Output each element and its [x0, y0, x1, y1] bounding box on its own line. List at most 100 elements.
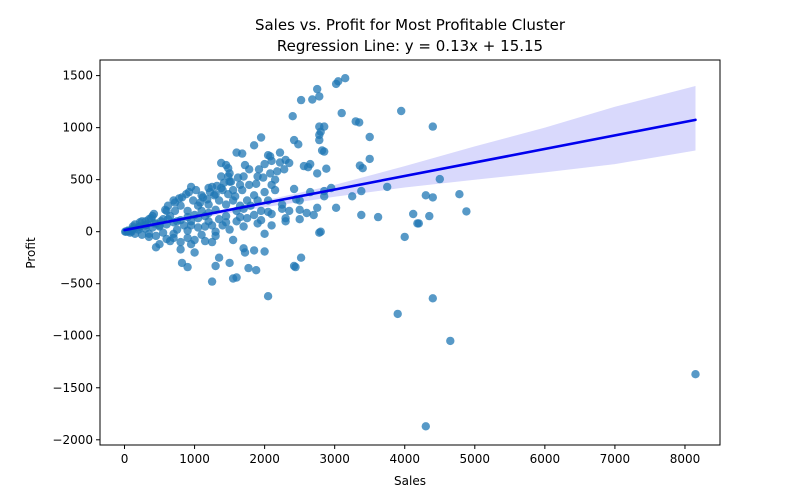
scatter-point: [263, 292, 273, 301]
scatter-point: [249, 141, 259, 150]
scatter-point: [256, 206, 266, 216]
regression-line-layer: [123, 118, 697, 232]
scatter-point: [254, 165, 264, 174]
scatter-point: [211, 261, 220, 271]
scatter-point: [238, 185, 247, 195]
scatter-point: [331, 203, 341, 212]
scatter-point: [295, 205, 304, 214]
scatter-point: [200, 222, 210, 231]
scatter-point: [295, 215, 304, 224]
y-tick-label: −1000: [52, 329, 93, 343]
scatter-point: [280, 165, 289, 174]
scatter-point: [233, 173, 243, 182]
scatter-point: [275, 148, 285, 157]
scatter-point: [291, 262, 300, 272]
scatter-point: [313, 84, 322, 94]
scatter-point: [221, 211, 231, 221]
scatter-point: [197, 230, 206, 239]
regression-line: [123, 118, 697, 232]
scatter-point: [191, 185, 201, 195]
scatter-point: [260, 247, 269, 256]
x-tick-label: 3000: [319, 452, 350, 466]
plot-frame: [99, 59, 721, 446]
y-axis-label: Profit: [24, 237, 38, 269]
scatter-point: [309, 210, 318, 220]
scatter-point: [313, 203, 322, 212]
y-tick-label: 0: [85, 225, 93, 239]
scatter-point: [358, 164, 367, 173]
x-axis-label: Sales: [394, 474, 426, 488]
scatter-point: [193, 223, 203, 232]
scatter-point: [224, 190, 233, 199]
scatter-point: [163, 201, 173, 210]
scatter-point: [190, 235, 199, 245]
scatter-point: [313, 169, 322, 178]
scatter-point: [252, 179, 261, 188]
y-axis-ticks: −2000 −1500 −1000 −500 0 500 1000 1500: [52, 69, 100, 447]
scatter-point: [144, 229, 154, 238]
scatter-point: [263, 207, 273, 217]
scatter-point: [231, 192, 240, 201]
scatter-point: [315, 92, 324, 101]
scatter-point: [275, 158, 285, 167]
scatter-point: [302, 208, 311, 218]
scatter-point: [383, 182, 392, 192]
scatter-point: [221, 200, 231, 209]
scatter-point: [348, 192, 357, 201]
scatter-point: [205, 187, 215, 197]
x-tick-label: 2000: [249, 452, 280, 466]
scatter-point: [409, 209, 418, 219]
scatter-point: [428, 294, 437, 303]
scatter-point: [267, 180, 276, 190]
scatter-point: [285, 206, 294, 216]
y-tick-label: 500: [70, 173, 93, 187]
x-tick-label: 7000: [600, 452, 631, 466]
scatter-points: [121, 74, 700, 431]
scatter-point: [260, 159, 269, 169]
scatter-point: [200, 236, 210, 246]
scatter-point: [337, 108, 346, 118]
scatter-point: [245, 165, 254, 174]
scatter-point: [214, 215, 224, 224]
scatter-point: [273, 167, 282, 176]
scatter-point: [260, 187, 269, 197]
x-tick-label: 8000: [670, 452, 701, 466]
scatter-point: [281, 217, 290, 226]
y-tick-label: 1000: [62, 121, 93, 135]
scatter-point: [446, 336, 455, 346]
scatter-point: [235, 212, 245, 222]
y-tick-label: −500: [60, 277, 93, 291]
scatter-point: [214, 253, 224, 262]
scatter-point: [288, 112, 297, 121]
x-tick-label: 6000: [530, 452, 561, 466]
scatter-point: [397, 106, 406, 116]
scatter-point: [365, 132, 374, 142]
scatter-point: [177, 193, 187, 202]
scatter-point: [162, 234, 171, 244]
scatter-point: [212, 181, 222, 191]
scatter-point: [428, 122, 437, 131]
scatter-point: [249, 210, 259, 220]
scatter-point: [435, 174, 444, 184]
scatter-point: [226, 177, 236, 186]
y-tick-label: 1500: [62, 69, 93, 83]
scatter-point: [221, 160, 231, 170]
scatter-point: [421, 422, 430, 431]
scatter-point: [184, 187, 194, 197]
scatter-point: [303, 163, 313, 172]
chart-subtitle: Regression Line: y = 0.13x + 15.15: [277, 37, 543, 55]
scatter-point: [691, 370, 700, 379]
scatter-point: [355, 118, 364, 127]
scatter-point: [238, 149, 247, 158]
scatter-point: [266, 169, 275, 178]
scatter-point: [183, 233, 192, 243]
scatter-point: [253, 196, 262, 205]
scatter-point: [421, 191, 430, 200]
confidence-band-layer: [124, 86, 696, 231]
scatter-point: [176, 245, 185, 254]
scatter-point: [225, 225, 234, 234]
scatter-point: [240, 248, 250, 257]
scatter-point: [259, 173, 268, 182]
